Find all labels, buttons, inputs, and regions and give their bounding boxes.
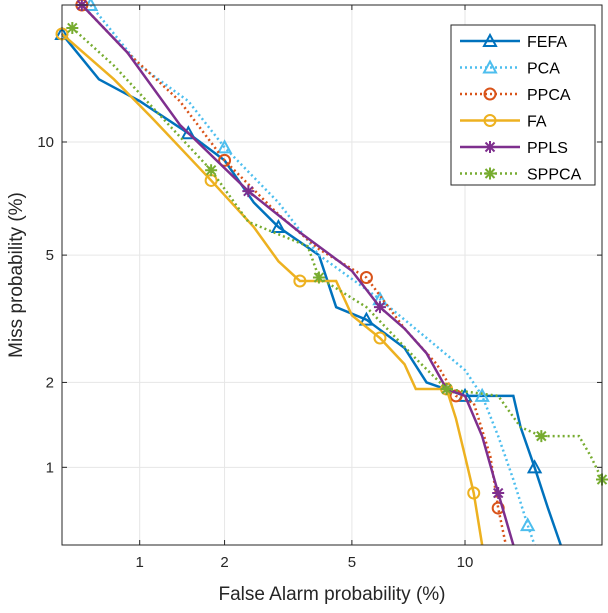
legend-label-fa: FA (527, 114, 547, 131)
series-line (71, 27, 604, 481)
legend-marker-sppca (484, 167, 496, 180)
data-point-marker (312, 271, 325, 284)
legend: FEFA PCA PPCA FA PPLS SPPCA (450, 24, 596, 186)
y-tick-label: 2 (46, 374, 54, 391)
data-point-marker (358, 311, 375, 326)
data-point-marker (216, 139, 233, 154)
data-point-marker (180, 125, 197, 140)
data-point-marker (440, 383, 453, 396)
series-lines (54, 0, 608, 546)
legend-label-fefa: FEFA (527, 34, 567, 51)
data-point-marker (293, 274, 307, 288)
series-line (80, 4, 508, 546)
x-tick-label: 5 (348, 554, 356, 571)
series-line (89, 4, 536, 546)
legend-marker-fa (483, 114, 497, 127)
data-point-marker (467, 486, 481, 500)
y-tick-label: 1 (46, 459, 54, 476)
legend-marker-ppls (484, 141, 496, 153)
x-axis-label: False Alarm probability (%) (218, 584, 445, 605)
series-line (80, 4, 515, 546)
series-ppls (75, 0, 515, 546)
data-point-marker (474, 387, 490, 402)
tick-labels: 1 2 5 10 1 2 5 10 (37, 134, 473, 571)
legend-marker-pca (482, 59, 498, 74)
data-point-marker (373, 301, 386, 314)
data-point-marker (66, 21, 79, 34)
legend-marker-ppca (483, 87, 497, 101)
data-point-marker (526, 459, 543, 474)
legend-label-ppca: PPCA (527, 87, 571, 104)
x-tick-label: 1 (136, 554, 144, 571)
data-point-marker (492, 487, 505, 500)
x-tick-label: 2 (220, 554, 228, 571)
y-tick-label: 10 (37, 134, 54, 151)
data-point-marker (270, 218, 287, 234)
data-point-marker (218, 153, 232, 167)
legend-label-ppls: PPLS (527, 140, 568, 157)
data-point-marker (242, 185, 255, 198)
series-line (61, 33, 484, 546)
plot-frame (61, 4, 603, 546)
y-tick-label: 5 (46, 247, 54, 264)
series-sppca (66, 21, 608, 486)
data-point-marker (205, 164, 218, 177)
data-point-marker (359, 271, 373, 285)
legend-label-pca: PCA (527, 61, 560, 78)
data-point-marker (373, 331, 387, 345)
legend-box (450, 24, 596, 186)
x-tick-label: 10 (457, 554, 474, 571)
legend-label-sppca: SPPCA (527, 167, 582, 184)
y-axis-label: Miss probability (%) (6, 192, 27, 358)
data-point-marker (535, 430, 548, 443)
data-point-marker (519, 517, 536, 532)
legend-marker-fefa (482, 32, 498, 47)
